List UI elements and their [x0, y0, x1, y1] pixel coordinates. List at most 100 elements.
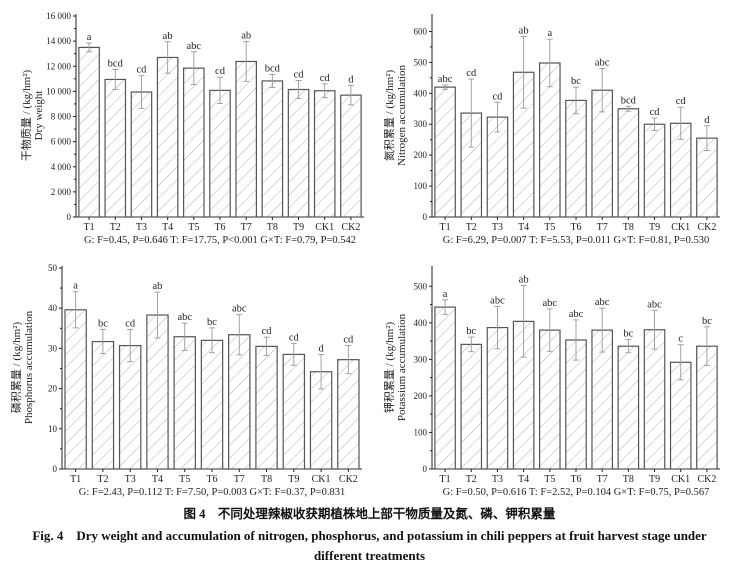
- significance-letter: ab: [152, 281, 162, 292]
- x-tick-label: CK2: [697, 222, 716, 233]
- bar-T6: [565, 99, 587, 218]
- significance-letter: d: [318, 343, 324, 354]
- significance-letter: abc: [569, 309, 584, 320]
- significance-letter: abc: [187, 41, 202, 52]
- x-tick-label: T1: [440, 474, 451, 485]
- bar-T6: [209, 89, 231, 218]
- significance-letter: abc: [543, 298, 558, 309]
- x-tick-label: T3: [136, 222, 147, 233]
- y-axis-label-zh: 氮积累量 / (kg/hm²): [382, 70, 396, 162]
- bar-T1: [64, 309, 87, 470]
- y-tick-label: 100: [414, 181, 428, 191]
- y-tick-label: 0: [423, 464, 428, 474]
- y-tick-label: 50: [48, 263, 58, 273]
- x-tick-label: T8: [267, 222, 278, 233]
- y-tick-label: 14 000: [46, 36, 71, 46]
- significance-letter: abc: [438, 74, 453, 85]
- x-tick-label: T4: [518, 474, 529, 485]
- significance-letter: a: [87, 32, 92, 43]
- anova-stats: G: F=2.43, P=0.112 T: F=7.50, P=0.003 G×…: [79, 487, 345, 498]
- x-tick-label: CK1: [315, 222, 334, 233]
- y-tick-label: 40: [48, 303, 58, 313]
- significance-letter: bcd: [621, 95, 637, 106]
- x-tick-label: T6: [206, 474, 217, 485]
- significance-letter: cd: [650, 107, 661, 118]
- y-tick-label: 10 000: [46, 86, 71, 96]
- y-axis-label-zh: 干物质量 / (kg/hm²): [19, 70, 33, 162]
- x-tick-label: T7: [597, 474, 608, 485]
- significance-letter: abc: [232, 304, 247, 315]
- y-axis-label-en: Nitrogen accumulation: [396, 64, 408, 166]
- significance-letter: bc: [466, 326, 476, 337]
- y-tick-label: 600: [414, 26, 428, 36]
- bar-T3: [118, 344, 142, 470]
- y-tick-label: 20: [48, 384, 58, 394]
- x-tick-label: T9: [293, 222, 304, 233]
- y-tick-label: 30: [48, 343, 58, 353]
- x-tick-label: T5: [188, 222, 199, 233]
- y-tick-label: 16 000: [46, 11, 71, 21]
- x-tick-label: T6: [570, 222, 581, 233]
- bar-T8: [255, 345, 278, 470]
- anova-stats: G: F=0.50, P=0.616 T: F=2.52, P=0.104 G×…: [443, 487, 710, 498]
- significance-letter: d: [704, 115, 710, 126]
- y-axis-label-en: Dry weight: [33, 91, 45, 141]
- significance-letter: abc: [490, 295, 505, 306]
- x-tick-label: T2: [466, 474, 477, 485]
- significance-letter: abc: [595, 297, 610, 308]
- bar-T9: [287, 88, 310, 218]
- x-tick-label: CK1: [312, 474, 331, 485]
- bar-T5: [173, 336, 196, 470]
- significance-letter: c: [678, 334, 683, 345]
- y-tick-label: 300: [414, 354, 428, 364]
- significance-letter: ab: [163, 31, 173, 42]
- significance-letter: cd: [294, 69, 305, 80]
- bar-T2: [104, 78, 127, 218]
- significance-letter: d: [348, 74, 354, 85]
- y-tick-label: 200: [414, 150, 428, 160]
- x-tick-label: T1: [440, 222, 451, 233]
- significance-letter: bc: [623, 329, 633, 340]
- bar-T5: [183, 67, 205, 218]
- x-tick-label: T7: [234, 474, 245, 485]
- significance-letter: cd: [125, 319, 136, 330]
- y-tick-label: 8 000: [51, 112, 72, 122]
- bar-T1: [78, 46, 100, 218]
- significance-letter: cd: [320, 73, 331, 84]
- bar-T1: [434, 86, 456, 218]
- significance-letter: cd: [289, 333, 300, 344]
- bar-T2: [91, 340, 115, 470]
- y-tick-label: 300: [414, 119, 428, 129]
- y-tick-label: 100: [414, 427, 428, 437]
- significance-letter: cd: [492, 91, 503, 102]
- y-axis-label-en: Phosphorus accumulation: [23, 310, 35, 424]
- x-tick-label: T5: [179, 474, 190, 485]
- significance-letter: abc: [595, 58, 610, 69]
- significance-letter: ab: [241, 31, 251, 42]
- x-tick-label: T7: [597, 222, 608, 233]
- significance-letter: bcd: [108, 58, 124, 69]
- y-tick-label: 4 000: [51, 162, 72, 172]
- chart-panel-3: 0 10 20 30 40 50 a T1 bc T2 cd T3 ab T4 abc T5 bc T6 abc T7…: [10, 263, 362, 498]
- x-tick-label: T6: [570, 474, 581, 485]
- significance-letter: bc: [207, 317, 217, 328]
- x-tick-label: T8: [623, 474, 634, 485]
- y-tick-label: 12 000: [46, 61, 71, 71]
- x-tick-label: T4: [152, 474, 163, 485]
- x-tick-label: T1: [84, 222, 95, 233]
- bar-T6: [200, 339, 224, 470]
- anova-stats: G: F=0.45, P=0.646 T: F=17.75, P<0.001 G…: [84, 235, 356, 246]
- x-tick-label: T8: [623, 222, 634, 233]
- bar-T3: [130, 91, 153, 218]
- x-tick-label: CK2: [341, 222, 360, 233]
- figure-caption-zh: 图 4 不同处理辣椒收获期植株地上部干物质量及氮、磷、钾积累量: [183, 507, 556, 521]
- y-tick-label: 2 000: [51, 187, 72, 197]
- x-tick-label: T9: [288, 474, 299, 485]
- significance-letter: abc: [177, 312, 192, 323]
- bar-T4: [156, 56, 179, 218]
- significance-letter: cd: [262, 326, 273, 337]
- significance-letter: abc: [647, 299, 662, 310]
- x-tick-label: T4: [518, 222, 529, 233]
- y-tick-label: 400: [414, 318, 428, 328]
- bar-T2: [460, 343, 483, 470]
